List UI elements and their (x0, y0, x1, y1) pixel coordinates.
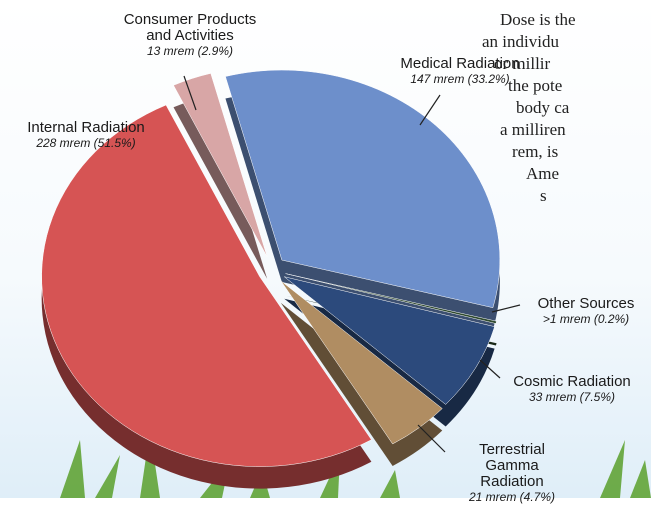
side-text-line: Dose is the (500, 10, 576, 29)
slice (41, 104, 372, 467)
side-text-line: rem, is (512, 142, 559, 161)
slice-label: Terrestrial Gamma Radiation 21 mrem (4.7%… (452, 442, 572, 505)
value-label: 13 mrem (2.9%) (146, 44, 234, 58)
value-label: 228 mrem (51.5%) (36, 136, 136, 150)
slice-label: Other Sources >1 mrem (0.2%) (516, 296, 651, 327)
slice (173, 73, 268, 257)
side-text-line: the pote (508, 76, 563, 95)
slice-label: Internal Radiation 228 mrem (51.5%) (0, 120, 176, 151)
side-text-line: an individu (482, 32, 559, 51)
side-text-line: body ca (516, 98, 570, 117)
leader-line (419, 94, 441, 126)
leader-line (479, 359, 501, 379)
slice-label: Cosmic Radiation 33 mrem (7.5%) (492, 374, 651, 405)
side-text-line: Ame (526, 164, 560, 183)
value-label: 147 mrem (33.2%) (410, 72, 510, 86)
leader-lines (183, 75, 521, 453)
slice (225, 69, 501, 308)
leader-line (183, 75, 197, 111)
slice-label: Medical Radiation 147 mrem (33.2%) (360, 56, 560, 87)
category-name: Terrestrial Gamma Radiation (479, 441, 545, 490)
category-name: Medical Radiation (400, 55, 520, 72)
pie (41, 69, 501, 489)
leader-line (491, 304, 521, 313)
category-name: Cosmic Radiation (513, 373, 631, 390)
leader-line (417, 424, 446, 453)
slice-side (173, 95, 268, 279)
category-name: Consumer Products and Activities (123, 11, 257, 44)
slice (280, 280, 443, 445)
value-label: >1 mrem (0.2%) (542, 312, 630, 326)
side-text-line: a milliren (500, 120, 566, 139)
category-name: Other Sources (537, 295, 635, 312)
value-label: 33 mrem (7.5%) (528, 390, 616, 404)
slice-label: Consumer Products and Activities 13 mrem … (120, 12, 260, 59)
side-text-line: or millir (494, 54, 551, 73)
slice (285, 273, 497, 324)
side-text-line: s (540, 186, 547, 205)
category-name: Internal Radiation (27, 119, 145, 136)
slice (284, 276, 495, 405)
